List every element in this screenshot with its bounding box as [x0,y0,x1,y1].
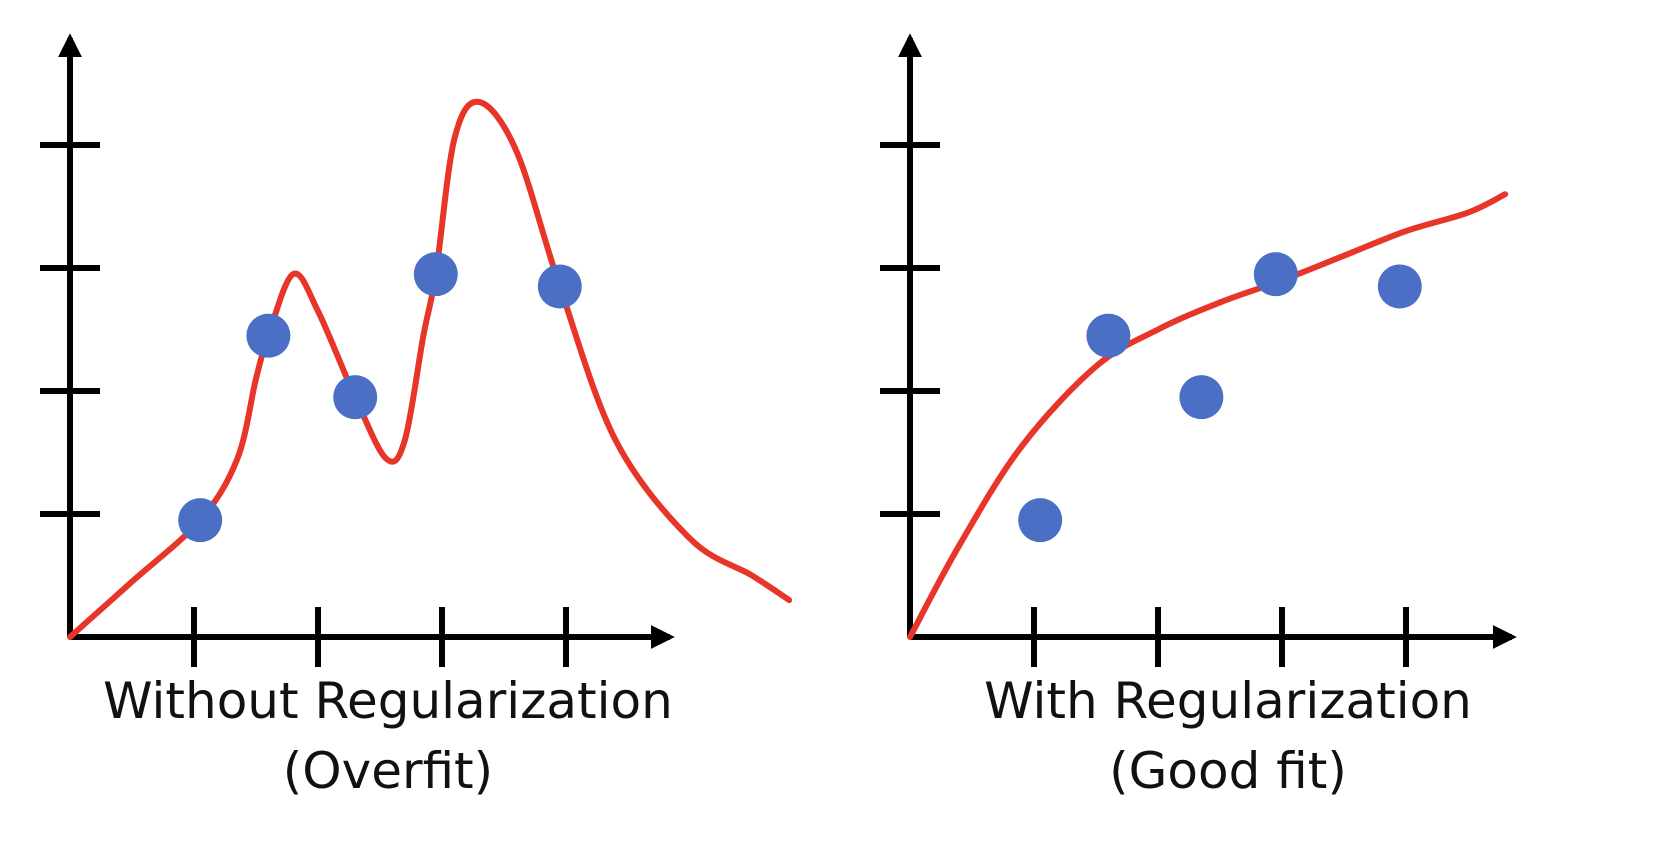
overfit-ticks [40,142,569,667]
good-fit-caption-line1: With Regularization [984,672,1472,730]
good-fit-data-point [1253,252,1298,297]
overfit-caption-line2: (Overfit) [283,742,493,800]
good-fit-data-point [1179,375,1224,420]
overfit-panel: Without Regularization (Overfit) [40,33,793,800]
good-fit-curve-group [907,191,1509,640]
overfit-data-point [178,498,223,543]
overfit-caption-line1: Without Regularization [103,672,673,730]
overfit-data-point [537,264,582,309]
overfit-points [178,252,582,543]
overfit-data-point [246,313,291,358]
overfit-fit-curve [67,98,793,640]
good-fit-data-point [1018,498,1063,543]
overfit-curve-group [67,98,793,640]
good-fit-panel: With Regularization (Good fit) [880,33,1517,800]
overfit-axes [58,33,675,649]
good-fit-axes [898,33,1517,649]
good-fit-fit-curve [907,191,1509,640]
good-fit-caption-line2: (Good fit) [1109,742,1347,800]
overfit-data-point [413,252,458,297]
good-fit-points [1018,252,1422,543]
good-fit-data-point [1086,313,1131,358]
overfit-data-point [333,375,378,420]
good-fit-ticks [880,142,1409,667]
good-fit-data-point [1377,264,1422,309]
